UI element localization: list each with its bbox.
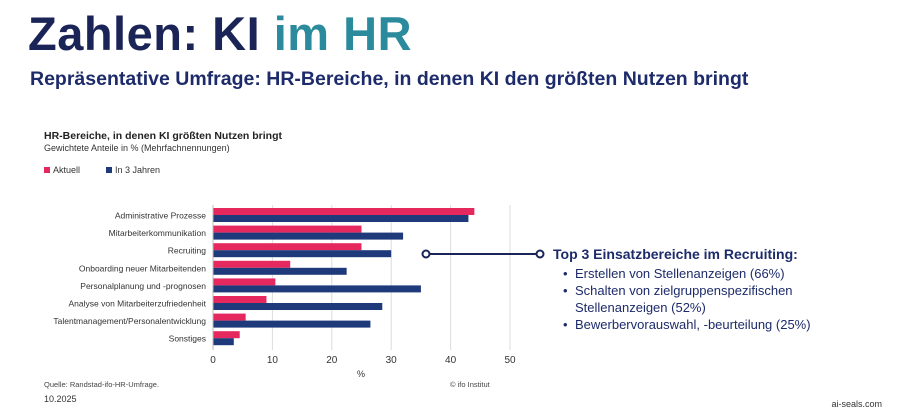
legend-label-aktuell: Aktuell xyxy=(53,165,81,175)
legend-label-in-3-jahren: In 3 Jahren xyxy=(115,165,161,175)
x-tick-label: 30 xyxy=(386,355,398,366)
bar-aktuell xyxy=(213,225,362,233)
x-tick-label: 50 xyxy=(504,355,516,366)
bar-in-3-jahren xyxy=(213,267,347,275)
copyright-note: © ifo Institut xyxy=(450,380,490,389)
callout-dot-left xyxy=(421,249,431,259)
date-label: 10.2025 xyxy=(44,394,77,404)
chart-subtitle: Gewichtete Anteile in % (Mehrfachnennung… xyxy=(44,143,230,153)
category-label: Talentmanagement/Personalentwicklung xyxy=(53,316,206,326)
x-tick-label: 20 xyxy=(326,355,338,366)
bar-aktuell xyxy=(213,260,291,268)
bar-in-3-jahren xyxy=(213,215,469,222)
bar-in-3-jahren xyxy=(213,285,421,293)
page-title: Zahlen: KI im HR xyxy=(28,6,412,62)
legend-item-in-3-jahren: In 3 Jahren xyxy=(106,165,160,175)
x-tick-label: 10 xyxy=(267,355,279,366)
category-label: Onboarding neuer Mitarbeitenden xyxy=(79,263,206,273)
category-label: Mitarbeiterkommunikation xyxy=(109,228,207,238)
source-note: Quelle: Randstad-ifo-HR-Umfrage. xyxy=(44,380,160,389)
callout-item: Bewerbervorauswahl, -beurteilung (25%) xyxy=(563,316,873,333)
category-label: Analyse von Mitarbeiterzufriedenheit xyxy=(69,299,207,309)
callout-list: Erstellen von Stellenanzeigen (66%) Scha… xyxy=(553,265,873,333)
bar-aktuell xyxy=(213,243,362,251)
bar-aktuell xyxy=(213,313,246,321)
callout-item: Schalten von zielgruppenspezifischen Ste… xyxy=(563,282,873,316)
bar-in-3-jahren xyxy=(213,232,404,240)
bar-aktuell xyxy=(213,278,276,286)
x-axis-label: % xyxy=(357,369,365,379)
x-tick-label: 0 xyxy=(210,355,216,366)
bar-in-3-jahren xyxy=(213,320,371,328)
legend-swatch-in-3-jahren xyxy=(106,167,112,173)
callout-title: Top 3 Einsatzbereiche im Recruiting: xyxy=(553,246,798,262)
bar-aktuell xyxy=(213,296,267,303)
page-subtitle: Repräsentative Umfrage: HR-Bereiche, in … xyxy=(30,68,749,90)
category-label: Administrative Prozesse xyxy=(115,211,206,221)
x-tick-label: 40 xyxy=(445,355,457,366)
callout-item: Erstellen von Stellenanzeigen (66%) xyxy=(563,265,873,282)
legend-item-aktuell: Aktuell xyxy=(44,165,80,175)
website-label: ai-seals.com xyxy=(831,399,882,409)
page-title-main: Zahlen: KI xyxy=(28,7,261,60)
category-label: Sonstiges xyxy=(169,334,206,344)
bar-aktuell xyxy=(213,331,240,339)
bar-aktuell xyxy=(213,208,475,215)
bar-in-3-jahren xyxy=(213,338,234,346)
bar-in-3-jahren xyxy=(213,303,383,310)
chart-title: HR-Bereiche, in denen KI größten Nutzen … xyxy=(44,130,283,142)
callout-box: Top 3 Einsatzbereiche im Recruiting: Ers… xyxy=(553,245,873,333)
callout-dot-right xyxy=(535,249,545,259)
legend-swatch-aktuell xyxy=(44,167,50,173)
category-label: Personalplanung und -prognosen xyxy=(80,281,206,291)
bar-in-3-jahren xyxy=(213,250,392,258)
page-title-accent: im HR xyxy=(273,7,413,60)
category-label: Recruiting xyxy=(168,246,207,256)
